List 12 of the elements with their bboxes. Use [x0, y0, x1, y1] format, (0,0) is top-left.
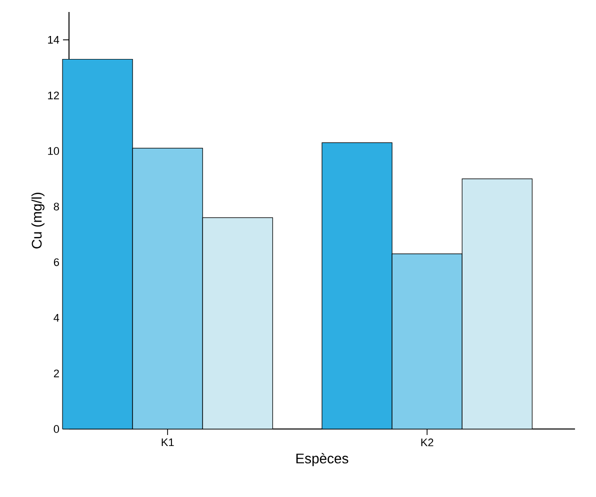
x-axis-title: Espèces [296, 453, 348, 466]
x-tick-label: K2 [421, 438, 434, 446]
y-tick-label: 10 [48, 147, 60, 155]
y-tick-label: 8 [54, 202, 59, 210]
y-tick-label: 2 [54, 370, 59, 378]
y-axis-title: Cu (mg/l) [31, 192, 44, 248]
y-tick-label: 0 [54, 425, 60, 433]
y-tick-label: 14 [48, 36, 60, 44]
y-tick-label: 4 [54, 314, 60, 322]
y-tick-label: 12 [48, 92, 59, 100]
y-tick-label: 6 [54, 258, 59, 266]
x-tick-label: K1 [162, 438, 174, 446]
